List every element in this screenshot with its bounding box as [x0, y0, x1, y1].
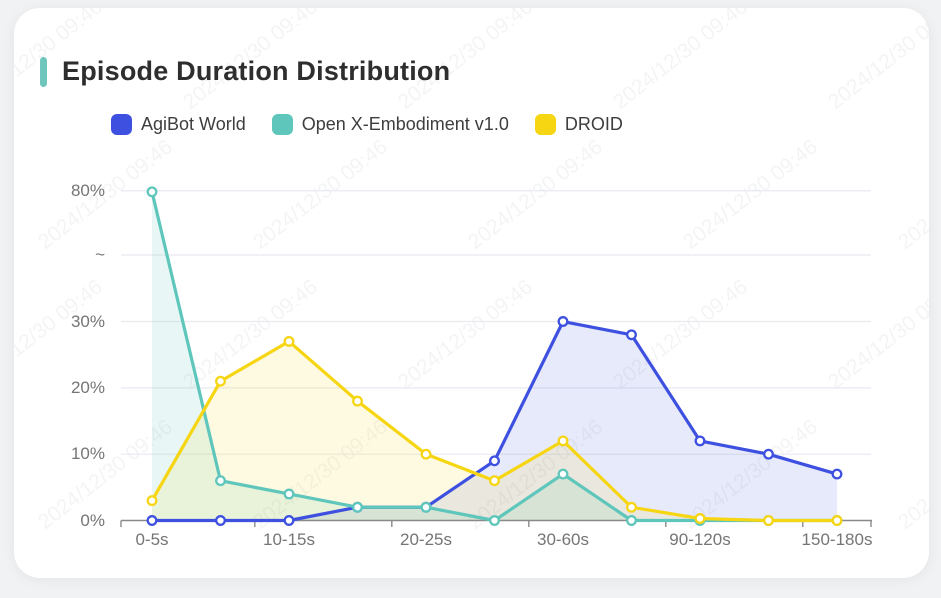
legend-swatch-icon — [534, 114, 556, 135]
watermark-text: 2024/12/30 09:46 — [248, 415, 392, 534]
legend-swatch-icon — [111, 114, 132, 135]
legend-label: AgiBot World — [141, 114, 246, 134]
watermark-text: 2024/12/30 09:46 — [463, 135, 607, 254]
watermark-text: 2024/12/30 09:46 — [14, 275, 107, 394]
watermark-text: 2024/12/30 09:46 — [893, 135, 929, 254]
legend-swatch-icon — [271, 114, 293, 135]
legend-item-open-x-embodiment-v1-0[interactable]: Open X-Embodiment v1.0 — [271, 114, 509, 135]
watermark-text: 2024/12/30 09:46 — [678, 415, 822, 534]
watermark-text: 2024/12/30 09:46 — [608, 8, 752, 114]
watermark-text: 2024/12/30 09:46 — [393, 275, 537, 394]
legend-label: Open X-Embodiment v1.0 — [301, 114, 509, 134]
chart-card: 2024/12/30 09:46 2024/12/30 09:46 2024/12/… — [14, 8, 929, 578]
watermark-text: 2024/12/30 09:46 — [608, 275, 752, 394]
watermark-text: 2024/12/30 09:46 — [33, 415, 177, 534]
legend-item-droid[interactable]: DROID — [534, 114, 623, 135]
watermark-layer: 2024/12/30 09:46 2024/12/30 09:46 2024/12/… — [14, 8, 929, 578]
watermark-text: 2024/12/30 09:46 — [248, 135, 392, 254]
title-accent-bar — [40, 56, 47, 87]
watermark-text: 2024/12/30 09:46 — [178, 275, 322, 394]
legend-label: DROID — [564, 114, 623, 134]
watermark-text: 2024/12/30 09:46 — [678, 135, 822, 254]
chart-title: Episode Duration Distribution — [62, 56, 451, 86]
watermark-text: 2024/12/30 09:46 — [463, 415, 607, 534]
legend: AgiBot World Open X-Embodiment v1.0 DROID — [111, 114, 623, 135]
watermark-text: 2024/12/30 09:46 — [823, 8, 929, 114]
watermark-text: 2024/12/30 09:46 — [893, 415, 929, 534]
watermark-text: 2024/12/30 09:46 — [33, 135, 177, 254]
legend-item-agibot-world[interactable]: AgiBot World — [111, 114, 246, 135]
title-row: Episode Duration Distribution — [40, 56, 450, 87]
watermark-text: 2024/12/30 09:46 — [823, 275, 929, 394]
